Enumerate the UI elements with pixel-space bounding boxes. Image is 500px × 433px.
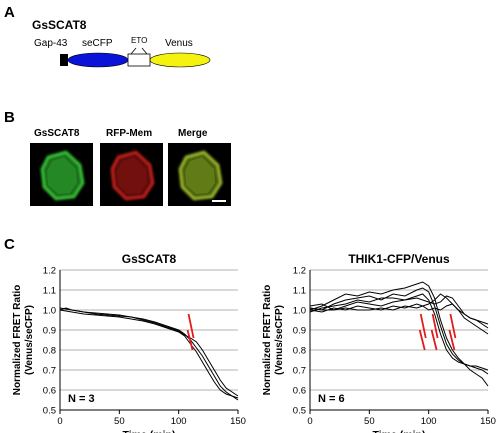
n-annotation: N = 3 [68,393,95,405]
y-tick-label: 0.5 [43,406,56,417]
y-tick-label: 0.6 [293,386,306,397]
y-tick-label: 1.2 [293,266,306,277]
x-tick-label: 0 [57,416,62,427]
y-tick-label: 0.9 [43,326,56,337]
y-tick-label: 0.9 [293,326,306,337]
y-tick-label: 1.1 [43,286,56,297]
x-tick-label: 50 [364,416,375,427]
eto-label: ETO [131,36,148,45]
y-tick-label: 0.5 [293,406,306,417]
gap43-label: Gap-43 [34,38,68,49]
stimulus-marker [186,313,195,351]
y-tick-label: 0.6 [43,386,56,397]
secfp-ellipse [67,52,129,68]
secfp-label: seCFP [82,38,113,49]
series-line-6 [309,293,489,325]
x-axis-label: Time (min) [123,429,176,433]
x-tick-label: 150 [230,416,246,427]
y-tick-label: 1.1 [293,286,306,297]
n-annotation: N = 6 [318,393,345,405]
chart-thik1: 0.5 0.6 0.7 0.8 0.9 1.0 1.1 1.2 0 50 100 150 N = 6 TH… [262,252,496,433]
x-tick-label: 100 [421,416,437,427]
eto-box [127,53,151,67]
construct-diagram [60,47,211,68]
micro-label-rfp-mem: RFP-Mem [106,128,153,139]
y-tick-label: 0.8 [43,346,56,357]
y-tick-label: 1.0 [43,306,56,317]
venus-ellipse [149,52,211,68]
chart-gsscat8: 0.5 0.6 0.7 0.8 0.9 1.0 1.1 1.2 0 50 100 150 N = 3 Gs… [12,252,246,433]
micro-label-merge: Merge [178,128,208,139]
y-axis-label-line2: (Venus/seCFP) [274,305,285,375]
y-tick-label: 0.7 [43,366,56,377]
x-tick-label: 150 [480,416,496,427]
construct-name: GsSCAT8 [32,18,87,32]
chart-title: GsSCAT8 [122,252,177,266]
micro-label-gsscat8: GsSCAT8 [34,128,80,139]
panel-c-letter: C [4,236,15,253]
y-axis-label-line1: Normalized FRET Ratio [262,285,273,396]
stimulus-marker [418,313,427,351]
y-axis-label: Normalized FRET Ratio (Venus/seCFP) [12,285,35,396]
series-line-1 [309,281,489,387]
y-tick-label: 0.7 [293,366,306,377]
y-axis-label-line1: Normalized FRET Ratio [12,285,23,396]
panel-b-letter: B [4,109,15,126]
gap43-box [60,54,68,66]
y-axis-label-line2: (Venus/seCFP) [24,305,35,375]
y-tick-label: 1.2 [43,266,56,277]
series-line-5 [309,303,489,335]
x-tick-label: 100 [171,416,187,427]
chart-title: THIK1-CFP/Venus [348,252,450,266]
stimulus-marker [430,313,439,351]
series-line-3 [59,307,239,397]
stimulus-marker [448,313,457,351]
x-tick-label: 50 [114,416,125,427]
panel-a-letter: A [4,4,15,21]
y-tick-label: 1.0 [293,306,306,317]
micrograph-rfp-mem [100,143,163,206]
y-axis-label: Normalized FRET Ratio (Venus/seCFP) [262,285,285,396]
x-tick-label: 0 [307,416,312,427]
series-line-2 [59,309,239,399]
series-line-3 [309,293,489,371]
y-tick-label: 0.8 [293,346,306,357]
venus-label: Venus [165,38,193,49]
micrograph-gsscat8 [30,143,93,206]
x-axis-label: Time (min) [373,429,426,433]
micrograph-merge [168,143,231,206]
